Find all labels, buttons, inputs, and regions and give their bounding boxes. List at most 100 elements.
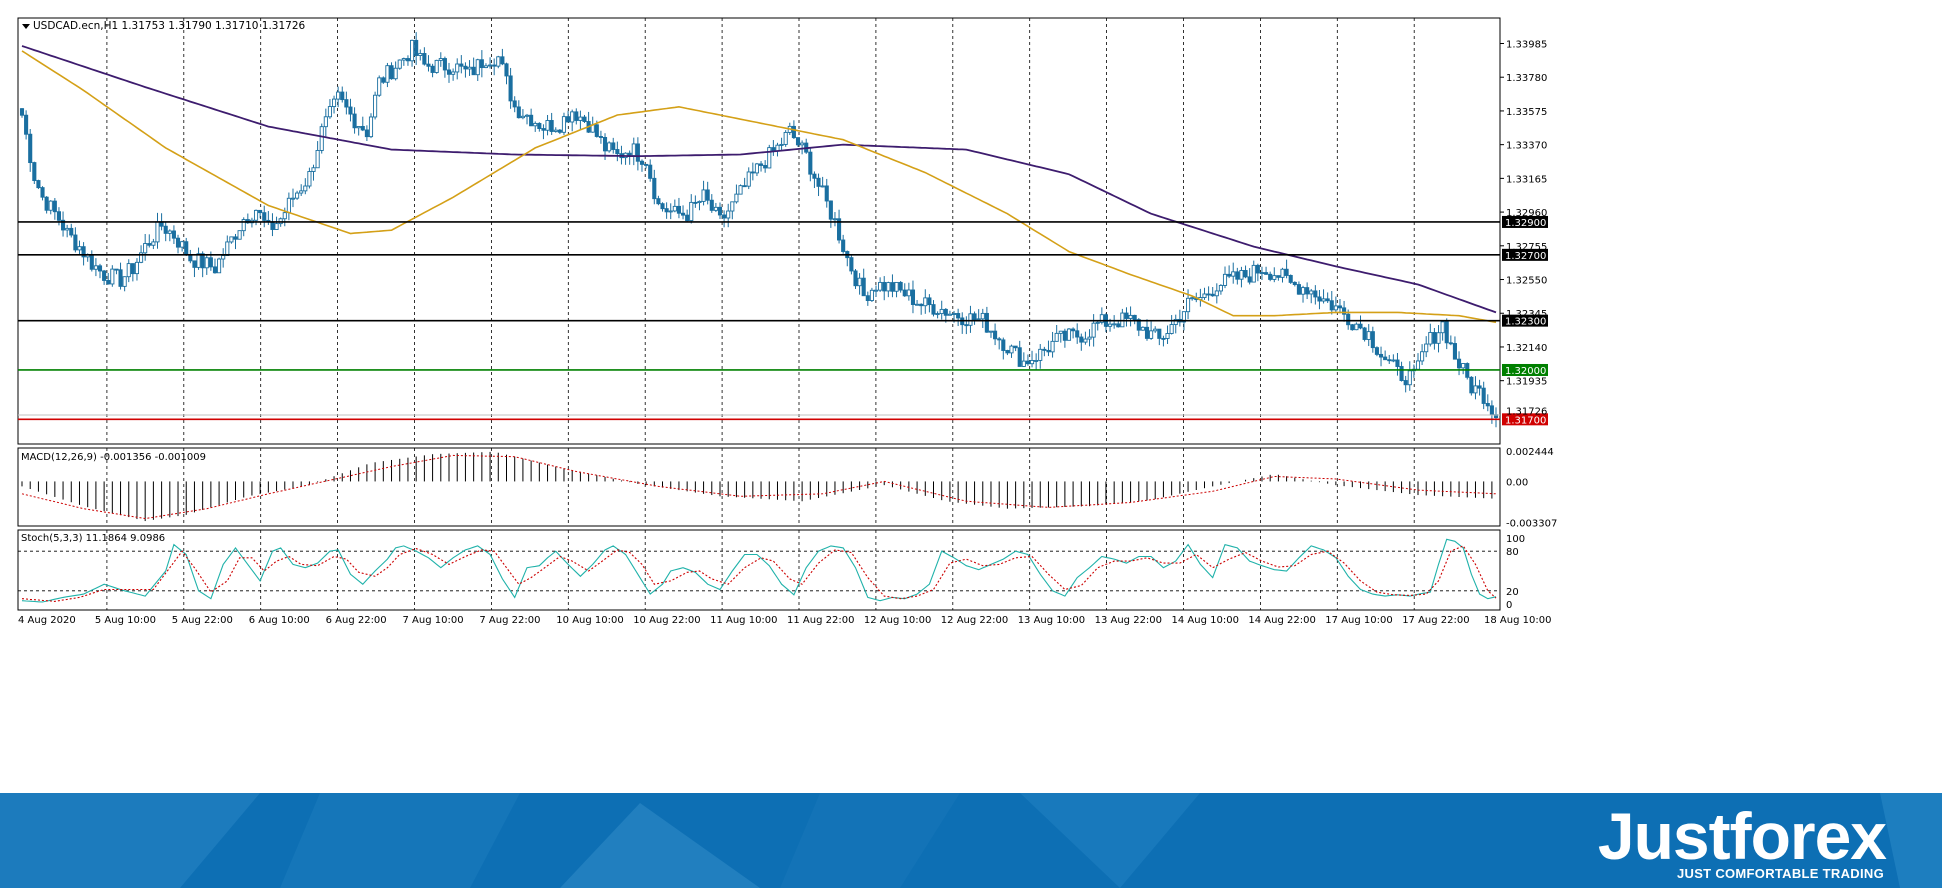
candle-body-bear [791,125,796,139]
candle-body-bull [1112,323,1117,326]
candle-body-bear [1210,293,1215,297]
pane-frame-2 [17,447,1501,527]
candle-body-bear [405,58,410,62]
candle-body-bear [1370,331,1375,349]
candle-body-bear [1079,336,1084,343]
candle-body-bear [1144,326,1150,339]
candle-body-bull [1149,330,1154,339]
candle-body-bull [607,142,612,152]
candle-body-bear [233,236,238,240]
candle-body-bull [947,313,952,316]
macd-signal-line [21,454,1497,520]
candle-body-bear [1456,358,1462,369]
candle-body-bear [635,143,640,162]
candle-body-bull [697,200,702,204]
candle-body-bear [549,120,554,132]
candle-body-bear [853,270,858,287]
candle-body-bear [73,234,78,251]
candle-body-bear [446,69,452,75]
candle-body-bear [910,289,916,305]
candle-body-bull [401,58,406,61]
candle-body-bear [1477,385,1482,389]
candle-body-bull [373,94,378,118]
candle-body-bear [615,149,620,155]
candle-body-bear [574,111,579,121]
candle-body-bear [56,211,62,221]
candle-body-bear [500,56,505,65]
candle-body-bear [459,63,464,67]
candle-body-bull [976,318,981,321]
time-axis-label: 14 Aug 10:00 [1172,615,1239,626]
candle-body-bull [77,246,82,251]
candle-body-bear [1346,313,1351,326]
candle-body-bear [1116,323,1121,328]
level-price-tag [1502,248,1548,261]
candle-body-bear [40,187,45,198]
candle-body-bear [1075,330,1080,338]
candle-body-bear [709,199,714,211]
candle-body-bull [1186,297,1191,313]
candle-body-bull [832,218,838,221]
menu-triangle-icon [22,24,30,29]
candle-body-bull [1128,314,1133,319]
candle-body-bull [483,65,489,69]
candle-body-bear [1013,345,1018,349]
candle-body-bull [488,64,493,67]
candle-body-bull [701,189,706,202]
candle-body-bull [180,241,185,248]
candle-body-bull [397,59,402,69]
candle-body-bull [434,59,439,73]
candle-body-bear [648,164,653,179]
candle-body-bear [479,59,484,69]
candle-body-bull [923,297,928,307]
candle-body-bear [1452,343,1457,360]
candle-body-bull [311,167,316,172]
candle-body-bull [1300,287,1306,295]
candle-body-bull [533,122,538,127]
level-price-tag [1502,363,1548,376]
candle-body-bear [824,185,829,202]
candle-body-bull [1095,321,1100,324]
candle-body-bull [1231,271,1236,277]
candle-body-bear [1227,273,1232,277]
candle-body-bull [451,71,456,75]
level-price-label: 1.32700 [1505,251,1546,262]
candle-body-bear [118,269,123,287]
candle-body-bear [1264,272,1269,275]
candle-body-bull [1181,311,1187,323]
candle-body-bear [931,304,936,315]
candle-body-bear [192,260,197,268]
candle-body-bear [964,324,969,327]
current-price-label: 1.31726 [1506,407,1547,418]
candle-body-bull [377,77,382,96]
candle-body-bull [1091,322,1096,338]
stoch-tick-label: 80 [1506,547,1519,558]
candle-body-bear [841,239,846,252]
candle-body-bear [1288,275,1293,283]
candle-body-bear [972,313,977,321]
candle-body-bear [212,266,218,274]
time-axis-label: 13 Aug 10:00 [1018,615,1085,626]
candle-body-bull [385,65,390,83]
candle-body-bear [1378,353,1384,358]
candle-body-bull [327,106,332,118]
candle-body-bear [61,219,66,231]
time-axis-label: 14 Aug 22:00 [1248,615,1315,626]
candle-body-bear [717,206,723,216]
candle-body-bear [676,205,681,214]
candle-body-bull [754,163,759,174]
candle-body-bear [984,312,989,333]
time-axis-label: 4 Aug 2020 [18,615,76,626]
candle-body-bull [980,312,985,320]
candle-body-bull [988,330,994,333]
candle-body-bear [1337,305,1343,309]
candle-body-bear [759,163,764,166]
candle-body-bull [438,58,443,61]
candle-body-bull [1087,336,1092,340]
candle-body-bull [738,185,743,195]
candle-body-bull [726,210,731,219]
candle-body-bull [1108,323,1113,327]
candle-body-bear [344,99,349,108]
candle-body-bear [1317,296,1322,302]
time-axis-label: 10 Aug 10:00 [556,615,623,626]
